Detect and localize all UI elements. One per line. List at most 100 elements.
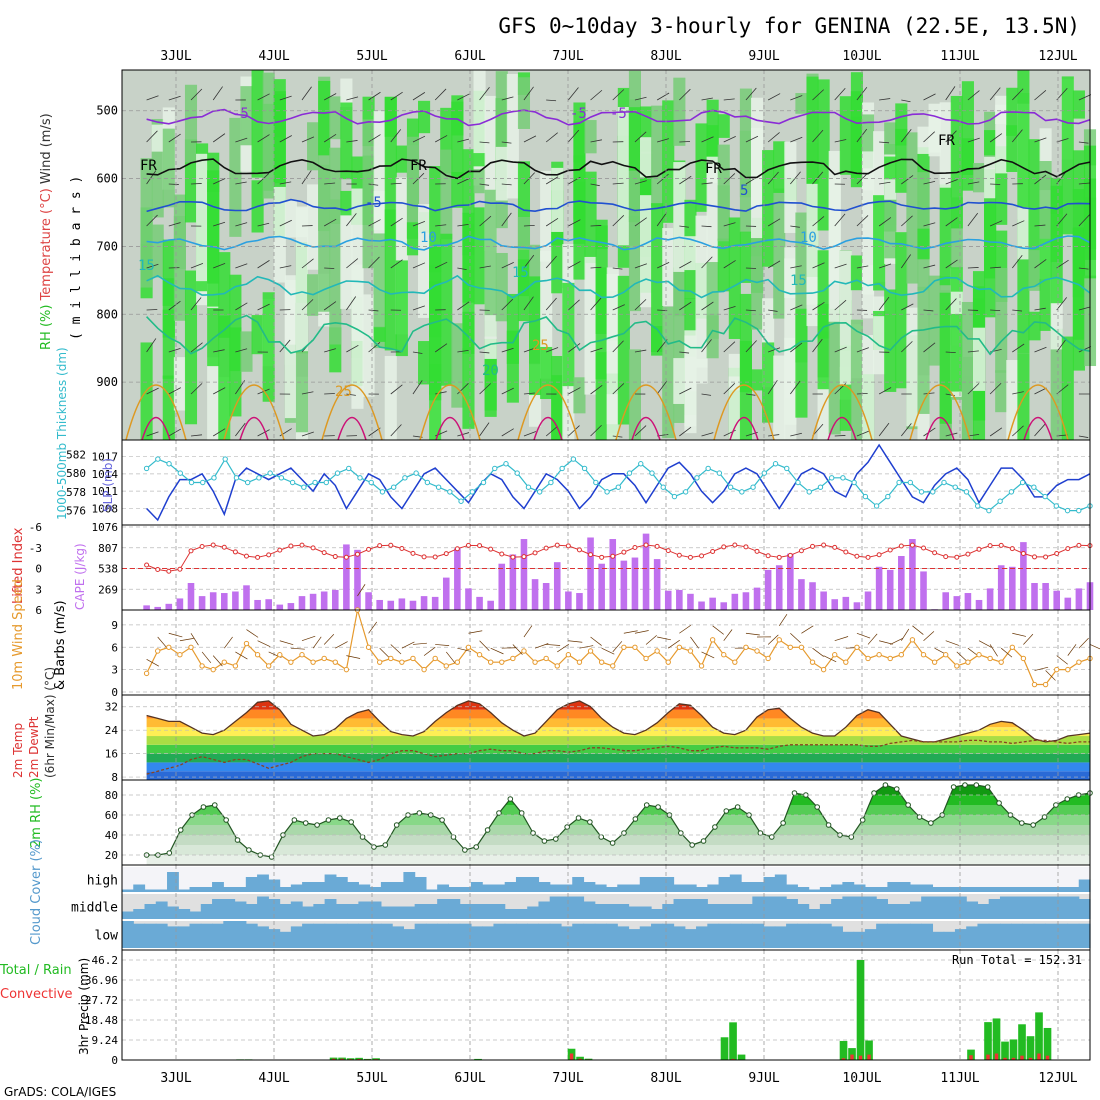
precip-tick: 27.72	[85, 994, 118, 1007]
wind-barb	[235, 380, 246, 395]
rh-point	[302, 820, 309, 826]
wind-barb	[146, 170, 157, 185]
thickness-point	[256, 475, 262, 481]
cloud-middle-cell	[921, 896, 934, 919]
date-tick-bottom: 5JUL	[356, 1071, 387, 1086]
cloud-middle-cell	[414, 904, 427, 919]
wind-barb	[723, 135, 736, 143]
isotherm-30	[729, 417, 759, 441]
cloud-middle-cell	[954, 896, 967, 919]
lifted-index-point	[1076, 542, 1082, 548]
wind-barb	[590, 424, 602, 437]
cloud-middle-cell	[178, 909, 191, 919]
wind-barb	[1012, 425, 1024, 437]
cloud-middle-cell	[966, 901, 979, 919]
cape-bar	[187, 583, 195, 610]
wind-barb	[213, 221, 226, 227]
wind-speed-point	[521, 648, 527, 654]
lifted-index-tick: 3	[35, 583, 42, 596]
cloud-high-cell	[178, 889, 191, 892]
cape-bar	[465, 588, 472, 610]
wind-barb	[901, 303, 914, 311]
thickness-point	[514, 470, 520, 476]
rh-cell	[162, 309, 175, 379]
wind-tick: 6	[111, 641, 118, 654]
lifted-index-tick: 6	[35, 604, 42, 617]
cloud-middle-cell	[628, 906, 641, 919]
wind-barb	[568, 387, 581, 395]
isotherm-25	[517, 384, 579, 441]
thickness-point	[155, 456, 161, 462]
cloud-ylabel: Cloud Cover (%)	[29, 839, 44, 945]
cloud-middle-cell	[583, 901, 596, 919]
wind-barb	[368, 309, 379, 312]
cape-bar	[243, 585, 250, 610]
wind-barb	[568, 87, 579, 101]
wind-barb-10m	[912, 625, 924, 635]
lifted-index-point	[188, 548, 194, 554]
precip-total-bar	[1018, 1024, 1026, 1060]
cloud-middle-cell	[662, 904, 675, 919]
thickness-point	[694, 475, 700, 481]
rh-cell	[961, 138, 974, 175]
wind-barb	[634, 349, 647, 353]
cloud-high-cell	[594, 884, 607, 892]
rh-cell	[318, 80, 331, 156]
rh-cell	[828, 308, 841, 435]
thickness-point	[581, 465, 588, 472]
wind-barb	[1034, 224, 1046, 227]
date-tick-top: 11JUL	[940, 49, 979, 64]
rh-tick: 20	[105, 849, 118, 862]
thickness-point	[334, 470, 341, 476]
wind-barb	[901, 423, 912, 437]
wind-speed-point	[998, 659, 1004, 665]
lifted-index-point	[554, 542, 560, 548]
cloud-middle-cell	[819, 904, 832, 919]
wind-speed-point	[576, 659, 583, 665]
precip-tick: 9.24	[92, 1034, 119, 1047]
wind-barb	[545, 176, 559, 185]
rh-cell	[873, 195, 886, 291]
rh-point	[337, 815, 343, 821]
thickness-point	[806, 489, 812, 495]
wind-barb	[412, 262, 426, 269]
rh-cell	[573, 377, 586, 414]
rh-cell	[917, 126, 930, 154]
upper-air-ylabel-part: Temperature (°C)	[39, 184, 54, 301]
cloud-middle-cell	[898, 904, 911, 919]
cloud-high-cell	[549, 884, 562, 892]
thickness-point	[301, 484, 307, 490]
wind-barb-10m	[479, 640, 490, 651]
wind-barb	[790, 380, 801, 395]
cape-bar	[254, 599, 261, 610]
rh-point	[518, 810, 525, 816]
wind-barb	[856, 347, 869, 353]
rh-cell	[906, 307, 919, 427]
rh-cell	[939, 292, 952, 424]
cape-bar	[875, 566, 883, 610]
rh-point	[655, 804, 661, 810]
cloud-low-cell	[1022, 923, 1035, 948]
thickness-point	[222, 456, 228, 462]
rh-cell	[218, 315, 231, 440]
wind-barb-10m	[368, 621, 378, 634]
lifted-index-point	[599, 554, 605, 560]
cloud-high-cell	[369, 887, 382, 892]
wind-speed-point	[310, 659, 316, 665]
wind-barb	[501, 141, 512, 144]
thickness-point	[963, 489, 970, 495]
isotherm-label: FR	[938, 133, 955, 149]
wind-barb-10m	[546, 644, 561, 646]
cloud-middle-cell	[144, 904, 157, 919]
wind-barb-10m	[823, 655, 837, 663]
wind-barb	[656, 173, 669, 185]
cloud-high-cell	[313, 882, 326, 892]
rh-point	[291, 817, 298, 823]
cape-bar	[343, 544, 350, 610]
wind-barb-10m	[767, 634, 779, 645]
precip-tick: 46.2	[92, 954, 119, 967]
cloud-middle-cell	[279, 904, 292, 919]
temp-tick: 32	[105, 701, 118, 714]
thickness-tick: 578	[66, 486, 86, 499]
cape-bar	[853, 602, 861, 610]
